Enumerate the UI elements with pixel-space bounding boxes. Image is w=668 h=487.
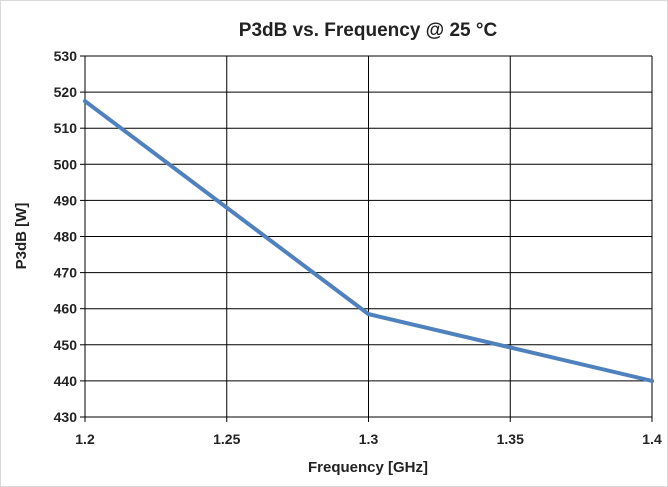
y-tick-label: 460 — [54, 301, 78, 317]
grid — [80, 55, 653, 422]
y-axis-label: P3dB [W] — [13, 203, 30, 270]
y-tick-label: 470 — [54, 265, 78, 281]
y-tick-label: 500 — [54, 156, 78, 172]
data-point — [83, 99, 87, 104]
y-tick-label: 430 — [54, 409, 78, 425]
data-point — [650, 378, 654, 383]
data-point — [366, 312, 371, 317]
x-tick-label: 1.35 — [497, 431, 524, 447]
x-axis-label: Frequency [GHz] — [308, 459, 428, 476]
y-tick-label: 440 — [54, 373, 78, 389]
x-tick-label: 1.2 — [75, 431, 95, 447]
series-layer — [83, 99, 654, 383]
x-tick-label: 1.4 — [642, 431, 662, 447]
y-tick-label: 490 — [54, 192, 78, 208]
y-tick-label: 480 — [54, 229, 78, 245]
y-tick-label: 520 — [54, 84, 78, 100]
y-tick-label: 510 — [54, 120, 78, 136]
y-tick-label: 530 — [54, 48, 78, 64]
y-tick-label: 450 — [54, 337, 78, 353]
x-axis-ticks: 1.2 1.25 1.3 1.35 1.4 — [75, 431, 662, 447]
x-tick-label: 1.3 — [359, 431, 379, 447]
chart-title: P3dB vs. Frequency @ 25 °C — [239, 20, 498, 41]
x-tick-label: 1.25 — [213, 431, 240, 447]
y-axis-ticks: 430 440 450 460 470 480 490 500 510 520 530 — [54, 48, 78, 425]
